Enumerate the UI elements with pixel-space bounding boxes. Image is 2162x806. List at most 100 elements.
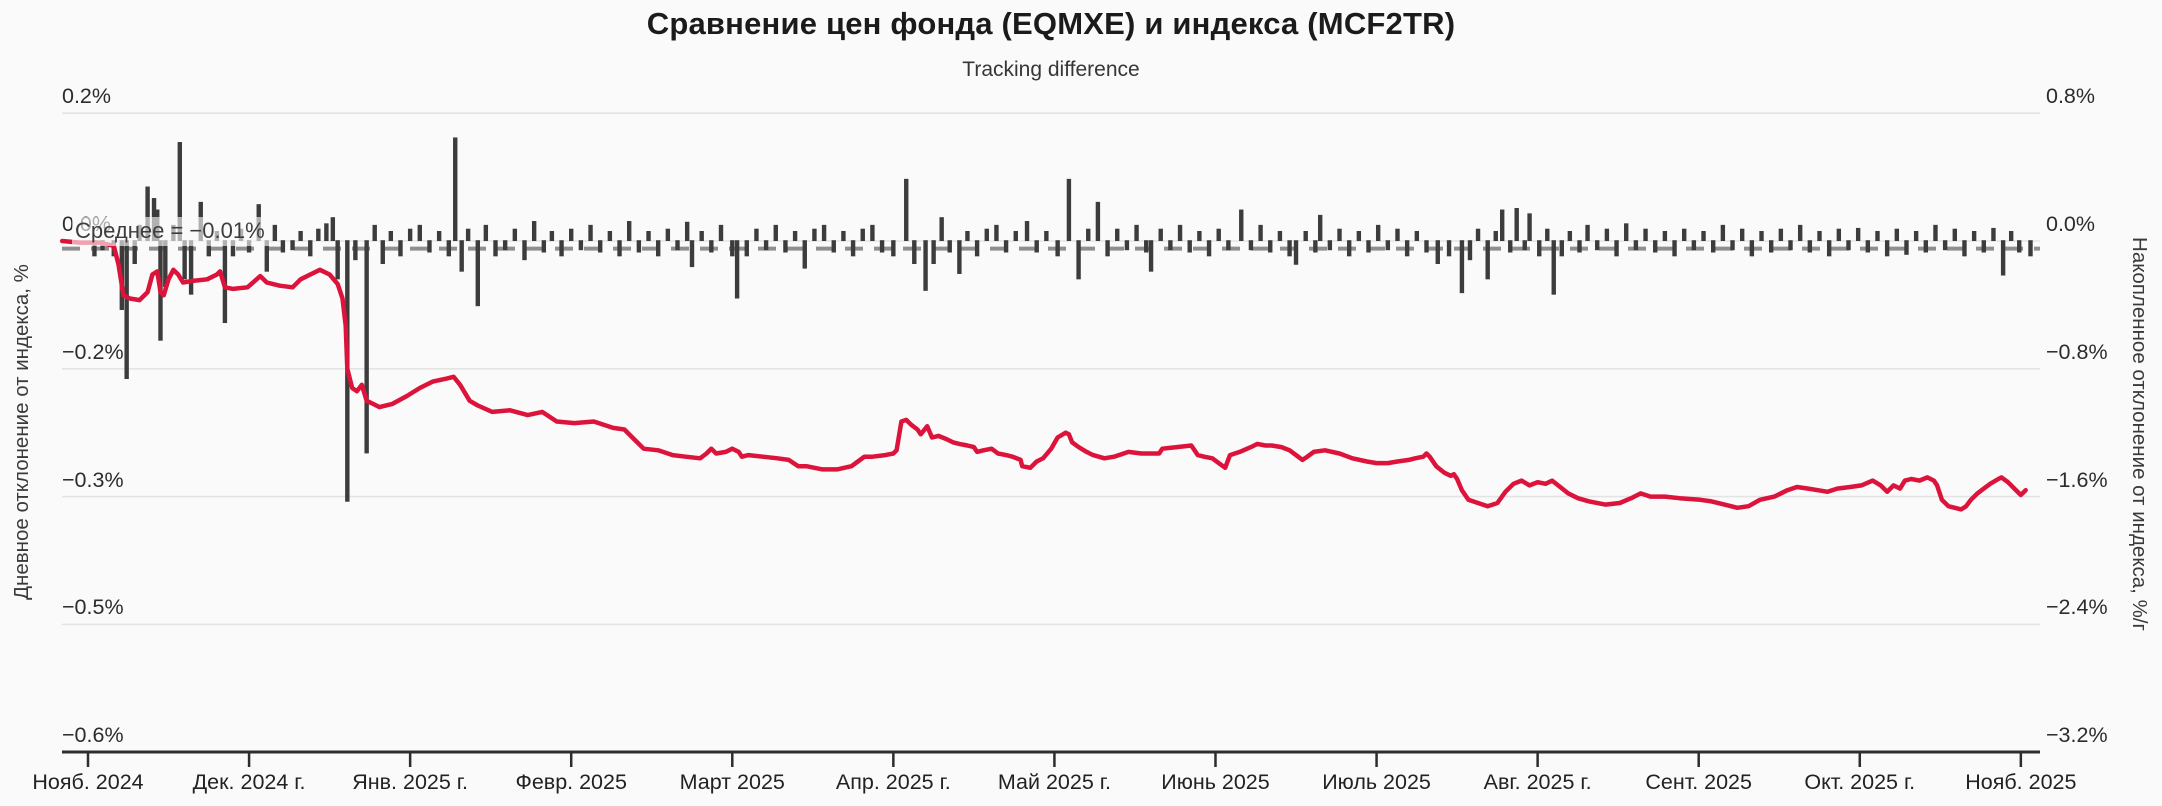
daily-deviation-bar — [1317, 214, 1323, 241]
daily-deviation-bar — [1499, 209, 1505, 241]
daily-deviation-bar — [1522, 240, 1527, 251]
daily-deviation-bar — [316, 228, 321, 241]
daily-deviation-bar — [1749, 240, 1755, 257]
daily-deviation-bar — [483, 224, 489, 241]
daily-deviation-bar — [1514, 207, 1519, 241]
x-tick-label: Июль 2025 — [1322, 770, 1431, 794]
daily-deviation-bar — [689, 240, 695, 268]
daily-deviation-bar — [1720, 224, 1726, 241]
daily-deviation-bar — [699, 230, 704, 241]
y-right-tick-label: 0.0% — [2046, 212, 2096, 236]
daily-deviation-bar — [1567, 230, 1573, 241]
daily-deviation-bar — [1424, 240, 1429, 253]
daily-deviation-bar — [1066, 178, 1072, 241]
daily-deviation-bar — [264, 240, 269, 272]
daily-deviation-bar — [1197, 230, 1202, 241]
daily-deviation-bar — [1003, 240, 1009, 253]
daily-deviation-bar — [559, 240, 564, 257]
daily-deviation-bar — [1293, 240, 1299, 265]
daily-deviation-bar — [965, 230, 970, 241]
daily-deviation-bar — [436, 230, 442, 241]
x-tick-label: Окт. 2025 г. — [1804, 770, 1916, 794]
daily-deviation-bar — [1952, 228, 1958, 241]
daily-deviation-bar — [1435, 240, 1440, 265]
daily-deviation-bar — [1168, 240, 1173, 251]
daily-deviation-bar — [388, 230, 394, 241]
daily-deviation-bar — [398, 240, 403, 257]
daily-deviation-bar — [1797, 224, 1803, 241]
daily-deviation-bar — [446, 240, 451, 257]
daily-deviation-bar — [124, 240, 129, 380]
daily-deviation-bar — [1467, 240, 1473, 261]
daily-deviation-bar — [1055, 240, 1060, 257]
daily-deviation-bar — [427, 240, 432, 253]
daily-deviation-bar — [1086, 228, 1091, 241]
daily-deviation-bar — [1739, 228, 1745, 241]
daily-deviation-bar — [1414, 230, 1420, 241]
daily-deviation-bar — [1826, 240, 1832, 257]
daily-deviation-bar — [531, 221, 537, 241]
daily-deviation-bar — [598, 240, 603, 253]
y-right-tick-label: −3.2% — [2046, 723, 2108, 748]
daily-deviation-bar — [230, 240, 236, 257]
daily-deviation-bar — [1923, 240, 1929, 253]
daily-deviation-bar — [502, 240, 508, 251]
daily-deviation-bar — [850, 240, 856, 257]
x-tick-label: Сент. 2025 — [1645, 770, 1752, 794]
daily-deviation-bar — [1865, 240, 1871, 253]
daily-deviation-bar — [459, 240, 464, 272]
daily-deviation-bar — [1105, 240, 1110, 257]
daily-deviation-bar — [1095, 201, 1101, 241]
daily-deviation-bar — [1459, 240, 1465, 294]
daily-deviation-bar — [1404, 240, 1410, 257]
daily-deviation-bar — [1485, 240, 1490, 280]
daily-deviation-bar — [380, 240, 385, 265]
daily-deviation-bar — [188, 240, 194, 295]
cumulative-deviation-line — [59, 238, 2028, 512]
daily-deviation-bar — [330, 217, 336, 241]
daily-deviation-bar — [891, 240, 896, 257]
y-left-tick-label: −0.3% — [62, 467, 124, 492]
daily-deviation-bar — [132, 240, 137, 265]
daily-deviation-bar — [1971, 230, 1977, 241]
daily-deviation-bar — [493, 240, 498, 257]
daily-deviation-bar — [308, 240, 313, 257]
daily-deviation-bar — [1313, 240, 1318, 253]
daily-deviation-bar — [947, 240, 952, 253]
daily-deviation-bar — [465, 228, 471, 241]
daily-deviation-bar — [1226, 240, 1231, 251]
daily-deviation-bar — [1356, 230, 1362, 241]
daily-deviation-bar — [939, 217, 944, 241]
daily-deviation-bar — [1216, 228, 1221, 241]
daily-deviation-bar — [1375, 224, 1381, 241]
daily-deviation-bar — [1258, 224, 1263, 241]
daily-deviation-bar — [636, 240, 642, 253]
daily-deviation-bar — [1148, 240, 1154, 272]
daily-deviation-bar — [684, 221, 690, 241]
daily-deviation-bar — [1817, 230, 1822, 241]
daily-bars-series — [92, 137, 2033, 502]
daily-deviation-bar — [841, 230, 846, 241]
daily-deviation-bar — [1395, 228, 1400, 241]
daily-deviation-bar — [923, 240, 928, 291]
daily-deviation-bar — [1385, 240, 1391, 251]
x-tick-label: Июнь 2025 — [1161, 770, 1270, 794]
daily-deviation-bar — [675, 240, 680, 251]
daily-deviation-bar — [1248, 240, 1254, 251]
daily-deviation-bar — [2028, 240, 2033, 257]
daily-deviation-bar — [904, 178, 909, 241]
daily-deviation-bar — [1493, 230, 1498, 241]
x-tick-label: Нояб. 2024 — [32, 770, 144, 794]
daily-deviation-bar — [246, 240, 252, 253]
daily-deviation-bar — [2000, 240, 2006, 276]
daily-deviation-bar — [1614, 240, 1619, 257]
daily-deviation-bar — [1277, 230, 1283, 241]
daily-deviation-bar — [1508, 240, 1513, 253]
daily-deviation-bar — [1884, 240, 1890, 257]
daily-deviation-bar — [1327, 240, 1333, 251]
mean-annotation: Среднее = −0.01% — [72, 217, 270, 246]
daily-deviation-bar — [364, 240, 369, 454]
daily-deviation-bar — [1585, 224, 1590, 241]
daily-deviation-bar — [1013, 230, 1018, 241]
daily-deviation-bar — [1682, 228, 1687, 241]
